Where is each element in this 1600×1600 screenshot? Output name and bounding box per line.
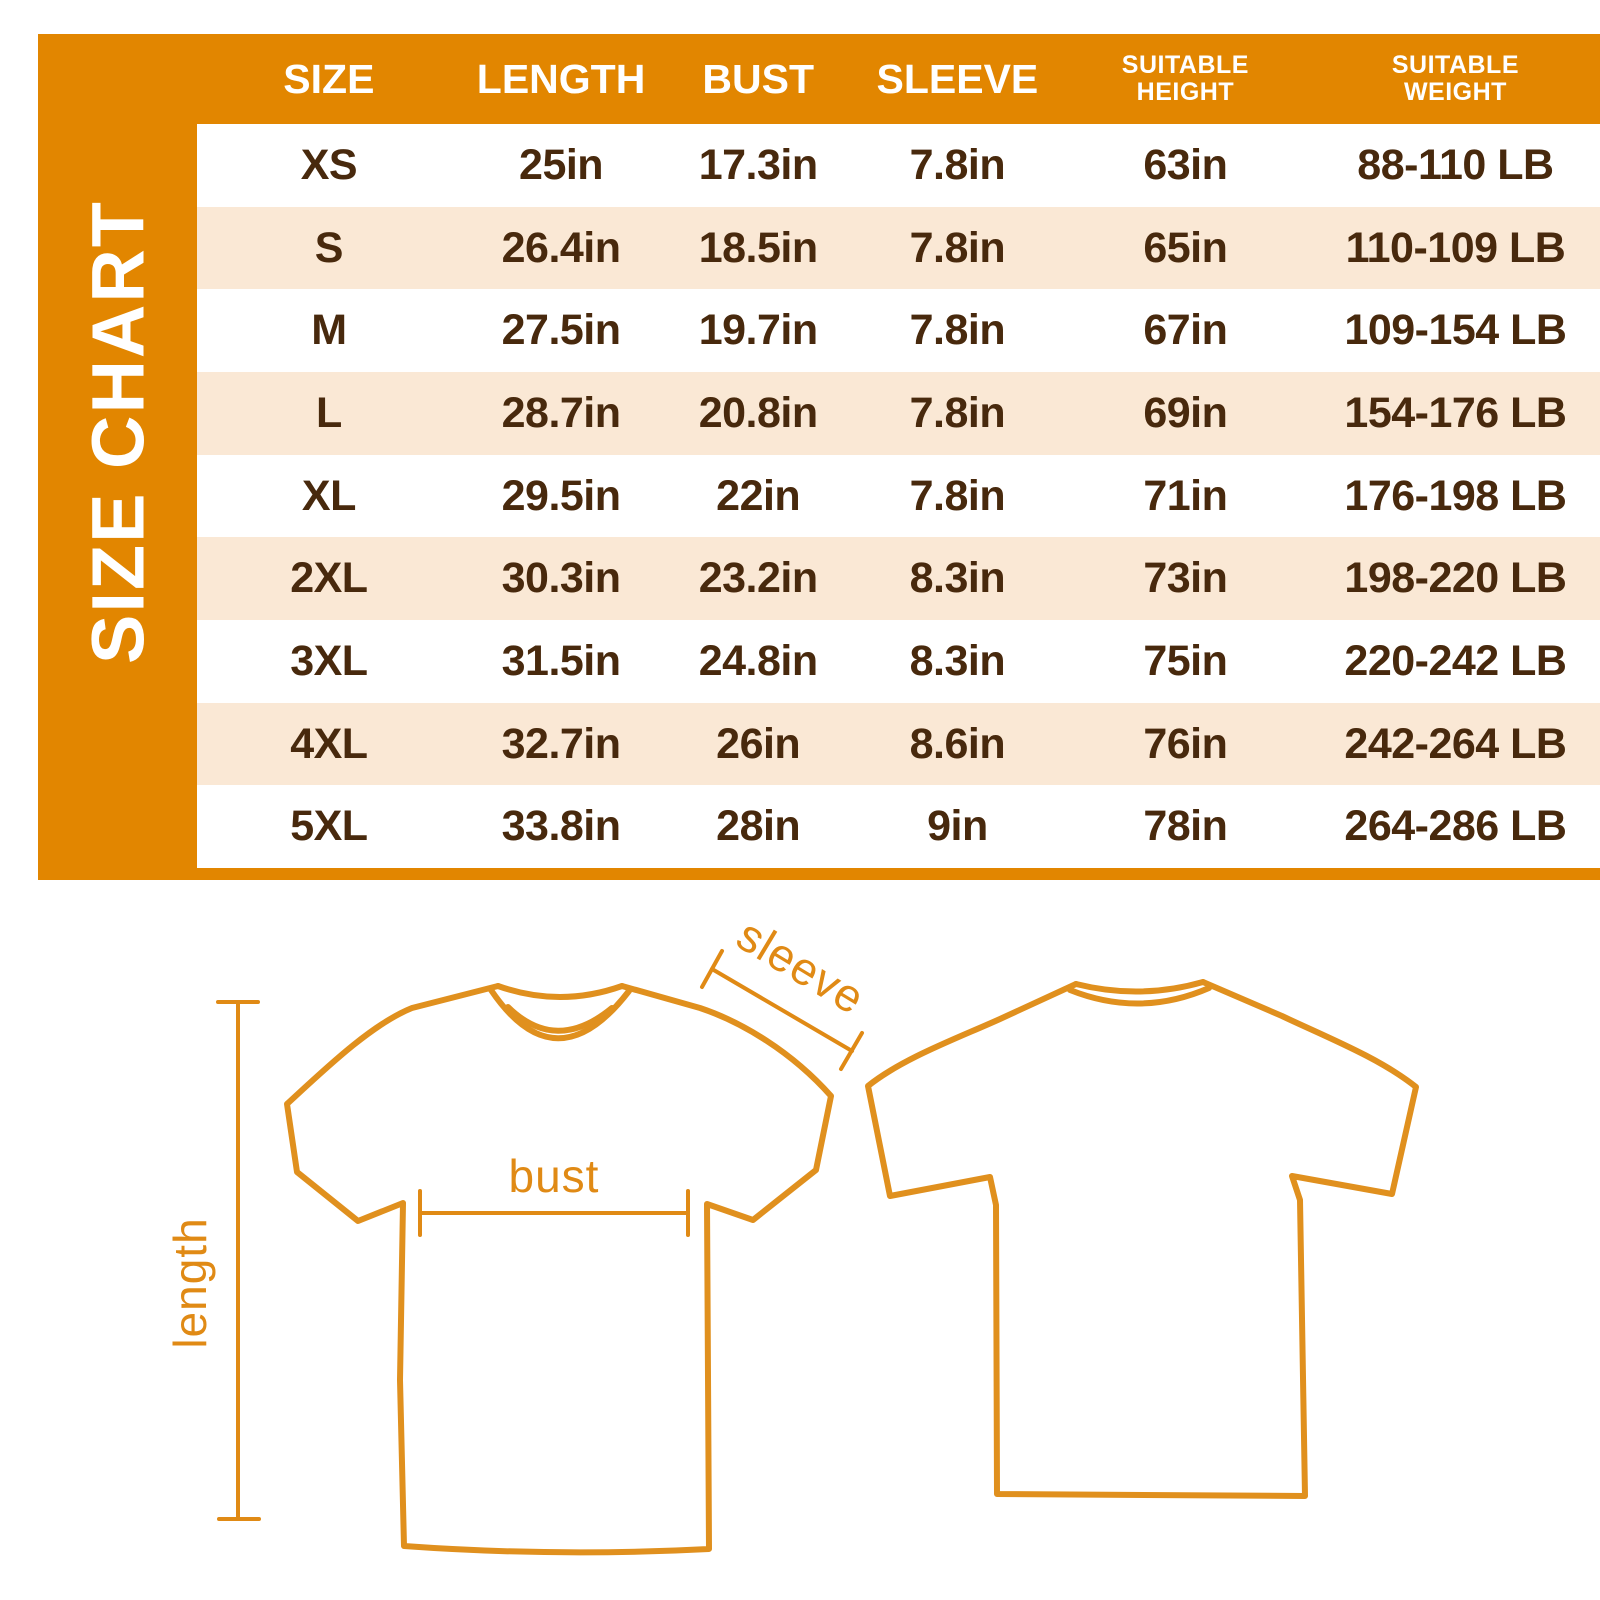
- length-label: length: [164, 1217, 216, 1348]
- table-cell: 8.3in: [909, 636, 1006, 685]
- size-table: SIZE LENGTH BUST SLEEVE SUITABLE HEIGHT SUITAB…: [197, 34, 1600, 868]
- sleeve-measure-line: [710, 967, 854, 1053]
- table-row: 4XL 32.7in 26in 8.6in 76in 242-264 LB: [197, 702, 1600, 786]
- table-cell: 78in: [1143, 802, 1228, 851]
- table-cell: 176-198 LB: [1344, 471, 1567, 520]
- table-cell: 23.2in: [698, 554, 818, 603]
- column-header: SIZE: [283, 55, 375, 102]
- table-cell: 71in: [1143, 471, 1228, 520]
- table-cell: XL: [301, 471, 356, 520]
- table-row: M 27.5in 19.7in 7.8in 67in 109-154 LB: [197, 289, 1600, 372]
- table-cell: 88-110 LB: [1357, 140, 1554, 189]
- table-cell: 110-109 LB: [1345, 223, 1566, 272]
- table-cell: 28.7in: [501, 388, 621, 437]
- table-body: XS 25in 17.3in 7.8in 63in 88-110 LB S 26.4in 18.…: [197, 124, 1600, 868]
- table-cell: 7.8in: [909, 223, 1006, 272]
- table-cell: 24.8in: [698, 636, 818, 685]
- table-cell: 4XL: [290, 719, 368, 768]
- sleeve-label: sleeve: [728, 908, 874, 1024]
- table-row: 3XL 31.5in 24.8in 8.3in 75in 220-242 LB: [197, 620, 1600, 703]
- table-row: S 26.4in 18.5in 7.8in 65in 110-109 LB: [197, 206, 1600, 290]
- table-cell: 8.3in: [909, 554, 1006, 603]
- table-cell: 22in: [716, 471, 801, 520]
- table-cell: 32.7in: [501, 719, 621, 768]
- table-cell: 18.5in: [698, 223, 818, 272]
- column-header: SUITABLE WEIGHT: [1391, 50, 1520, 106]
- bust-label: bust: [509, 1150, 600, 1202]
- table-cell: 20.8in: [698, 388, 818, 437]
- table-row: XS 25in 17.3in 7.8in 63in 88-110 LB: [197, 124, 1600, 207]
- table-header-row: SIZE LENGTH BUST SLEEVE SUITABLE HEIGHT SUITAB…: [197, 34, 1600, 124]
- length-measure: length: [164, 1000, 261, 1521]
- table-cell: 27.5in: [501, 306, 621, 355]
- table-cell: 76in: [1143, 719, 1228, 768]
- table-cell: 63in: [1143, 140, 1228, 189]
- table-cell: 154-176 LB: [1344, 388, 1567, 437]
- table-cell: XS: [300, 140, 358, 189]
- table-cell: 2XL: [290, 554, 368, 603]
- table-cell: 25in: [519, 140, 604, 189]
- table-cell: 73in: [1143, 554, 1228, 603]
- column-header: SLEEVE: [876, 55, 1039, 102]
- table-cell: 26in: [716, 719, 801, 768]
- table-cell: 19.7in: [698, 306, 818, 355]
- table-cell: 109-154 LB: [1344, 306, 1567, 355]
- table-cell: 7.8in: [909, 471, 1006, 520]
- table-cell: 17.3in: [698, 140, 818, 189]
- column-header: SUITABLE HEIGHT: [1121, 50, 1249, 106]
- sleeve-measure-tick-top: [700, 949, 724, 989]
- table-cell: 67in: [1143, 306, 1228, 355]
- table-cell: S: [314, 223, 344, 272]
- table-cell: 264-286 LB: [1344, 802, 1567, 851]
- table-cell: 75in: [1143, 636, 1228, 685]
- table-cell: 7.8in: [909, 388, 1006, 437]
- table-cell: 9in: [927, 802, 988, 851]
- table-cell: 242-264 LB: [1344, 719, 1567, 768]
- table-row: 5XL 33.8in 28in 9in 78in 264-286 LB: [197, 785, 1600, 868]
- sleeve-measure: sleeve: [700, 908, 874, 1071]
- table-cell: 31.5in: [501, 636, 621, 685]
- sleeve-measure-tick-bottom: [839, 1031, 864, 1071]
- table-row: L 28.7in 20.8in 7.8in 69in 154-176 LB: [197, 372, 1600, 455]
- table-cell: L: [315, 388, 342, 437]
- table-cell: 29.5in: [501, 471, 621, 520]
- table-cell: 26.4in: [501, 223, 621, 272]
- table-cell: 7.8in: [909, 306, 1006, 355]
- table-cell: 220-242 LB: [1344, 636, 1567, 685]
- table-cell: 5XL: [290, 802, 368, 851]
- column-header: BUST: [702, 55, 814, 102]
- table-cell: 198-220 LB: [1344, 554, 1567, 603]
- table-cell: 69in: [1143, 388, 1228, 437]
- table-cell: 8.6in: [909, 719, 1006, 768]
- tshirt-back-outline: [865, 979, 1419, 1499]
- table-cell: 33.8in: [501, 802, 621, 851]
- table-cell: 65in: [1143, 223, 1228, 272]
- table-cell: 3XL: [290, 636, 368, 685]
- table-cell: M: [311, 306, 347, 355]
- table-row: XL 29.5in 22in 7.8in 71in 176-198 LB: [197, 455, 1600, 538]
- tshirt-front-outline: [284, 983, 834, 1556]
- bust-measure: bust: [418, 1150, 690, 1237]
- table-cell: 30.3in: [501, 554, 621, 603]
- column-header: LENGTH: [476, 55, 646, 102]
- table-cell: 28in: [716, 802, 801, 851]
- table-cell: 7.8in: [909, 140, 1006, 189]
- table-row: 2XL 30.3in 23.2in 8.3in 73in 198-220 LB: [197, 537, 1600, 621]
- size-chart-panel: SIZE CHART SIZE LENGTH BUST SLEEVE SUITABLE H…: [38, 34, 1600, 880]
